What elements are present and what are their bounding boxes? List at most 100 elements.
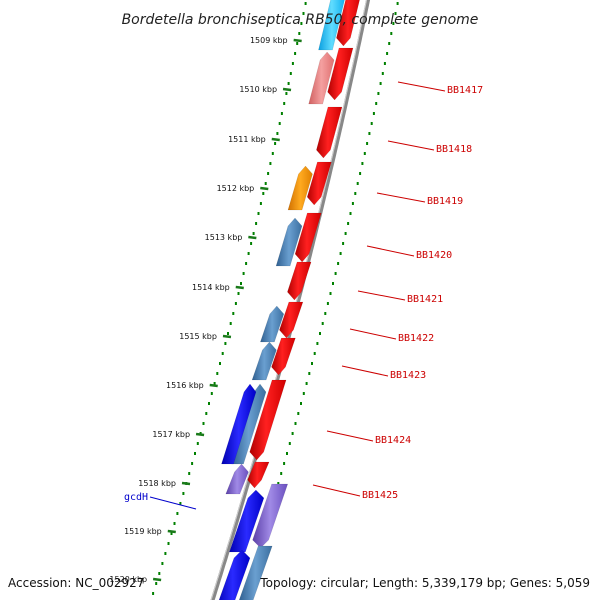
gene-steelblue	[238, 545, 273, 600]
gene-bb1421	[287, 261, 312, 301]
outer-track-dot	[194, 452, 196, 455]
gene-red	[327, 47, 354, 101]
inner-track-dot	[370, 122, 373, 125]
inner-track-dot	[321, 322, 324, 325]
outer-track-dot	[164, 552, 167, 555]
gene-red	[306, 161, 332, 206]
kbp-tick-mark	[282, 87, 292, 92]
outer-track-dot	[274, 142, 277, 145]
gene-label-bb1422[interactable]: BB1422	[398, 333, 434, 344]
inner-track-dot	[316, 342, 319, 345]
inner-track-dot	[386, 52, 389, 55]
outer-track-dot	[252, 232, 255, 235]
kbp-tick-label: 1516 kbp	[166, 381, 204, 390]
kbp-tick-mark	[222, 334, 232, 339]
inner-track-dot	[361, 162, 364, 165]
inner-track-dot	[390, 32, 393, 35]
gene-label-bb1418[interactable]: BB1418	[436, 144, 472, 155]
gene-label-gcdh[interactable]: gcdH	[124, 492, 148, 503]
gene-label-bb1425[interactable]: BB1425	[362, 490, 398, 501]
inner-track-dot	[334, 272, 337, 275]
label-connector-line	[326, 430, 374, 442]
outer-track-dot	[196, 442, 199, 445]
gene-steelblue	[231, 383, 267, 465]
kbp-tick-mark	[209, 383, 218, 388]
outer-track-dot	[304, 2, 307, 5]
gene-cyan	[318, 0, 345, 51]
kbp-ticks: 1509 kbp 1510 kbp 1511 kbp 1512 kbp 1513 kbp…	[109, 36, 302, 584]
kbp-tick-label: 1513 kbp	[205, 233, 243, 242]
inner-track-dot	[383, 62, 386, 65]
inner-track-dot	[286, 452, 288, 455]
outer-track-dot	[250, 242, 253, 245]
gene-blue	[218, 549, 251, 600]
outer-track-dot	[271, 152, 274, 155]
gene-red	[279, 301, 304, 339]
gene-red	[247, 461, 270, 489]
inner-track-dot	[297, 412, 300, 415]
gene-bb1424	[249, 379, 287, 461]
label-connector-line	[312, 484, 361, 497]
kbp-tick-label: 1514 kbp	[192, 283, 230, 292]
inner-track-dot	[372, 112, 375, 115]
outer-track-dot	[213, 382, 216, 385]
outer-track-dot	[237, 292, 240, 295]
outer-track-dot	[179, 502, 182, 505]
inner-track-dot	[396, 2, 399, 5]
label-connector-line	[376, 192, 426, 203]
gene-label-bb1423[interactable]: BB1423	[390, 370, 426, 381]
inner-track-dot	[388, 42, 391, 45]
kbp-tick-label: 1519 kbp	[124, 527, 162, 536]
kbp-tick-label: 1517 kbp	[152, 430, 190, 439]
gene-bb1423	[251, 341, 277, 381]
inner-track-dot	[342, 242, 345, 245]
inner-track-dot	[375, 102, 378, 105]
outer-track-dot	[227, 332, 229, 335]
outer-track-dot	[216, 372, 219, 375]
label-connector-line	[366, 245, 415, 257]
inner-track-dot	[332, 282, 334, 285]
label-connector-line	[149, 496, 197, 510]
kbp-tick-mark	[152, 577, 162, 582]
gene-bb1422	[260, 305, 285, 343]
outer-track-dot	[232, 312, 235, 315]
inner-track-dot	[313, 352, 316, 355]
inner-track-dot	[319, 332, 321, 335]
outer-track-dot	[152, 592, 155, 595]
gene-label-bb1420[interactable]: BB1420	[416, 250, 452, 261]
gene-bb1425	[225, 463, 249, 495]
kbp-tick-mark	[195, 432, 205, 437]
gene-label-bb1421[interactable]: BB1421	[407, 294, 443, 305]
outer-track-dot	[240, 282, 242, 285]
kbp-tick-label: 1509 kbp	[250, 36, 288, 45]
outer-track-dot	[224, 342, 227, 345]
gene-red	[271, 337, 296, 376]
gene-label-bb1424[interactable]: BB1424	[375, 435, 411, 446]
inner-track-dot	[339, 252, 342, 255]
gene-label-bb1419[interactable]: BB1419	[427, 196, 463, 207]
inner-track-dot	[308, 372, 311, 375]
outer-track-dot	[300, 22, 303, 25]
gene-label-bb1417[interactable]: BB1417	[447, 85, 483, 96]
label-connector-line	[357, 290, 406, 301]
accession-text: Accession: NC_002927	[8, 576, 145, 590]
outer-track-dot	[210, 392, 213, 395]
label-connectors	[149, 81, 446, 510]
inner-track-dot	[280, 472, 283, 475]
kbp-tick-label: 1512 kbp	[217, 184, 255, 193]
outer-track-dot	[259, 202, 262, 205]
label-connector-line	[341, 365, 389, 377]
inner-track-dot	[283, 462, 286, 465]
kbp-tick-mark	[293, 38, 302, 43]
kbp-tick-mark	[248, 235, 257, 240]
kbp-tick-label: 1511 kbp	[228, 135, 266, 144]
outer-track-dot	[202, 422, 205, 425]
inner-track-dot	[359, 172, 362, 175]
inner-track-dot	[326, 302, 329, 305]
outer-track-dot	[276, 132, 279, 135]
outer-track-dot	[221, 352, 224, 355]
kbp-tick-mark	[181, 481, 191, 486]
outer-track-dot	[173, 522, 176, 525]
outer-track-dot	[296, 42, 299, 45]
